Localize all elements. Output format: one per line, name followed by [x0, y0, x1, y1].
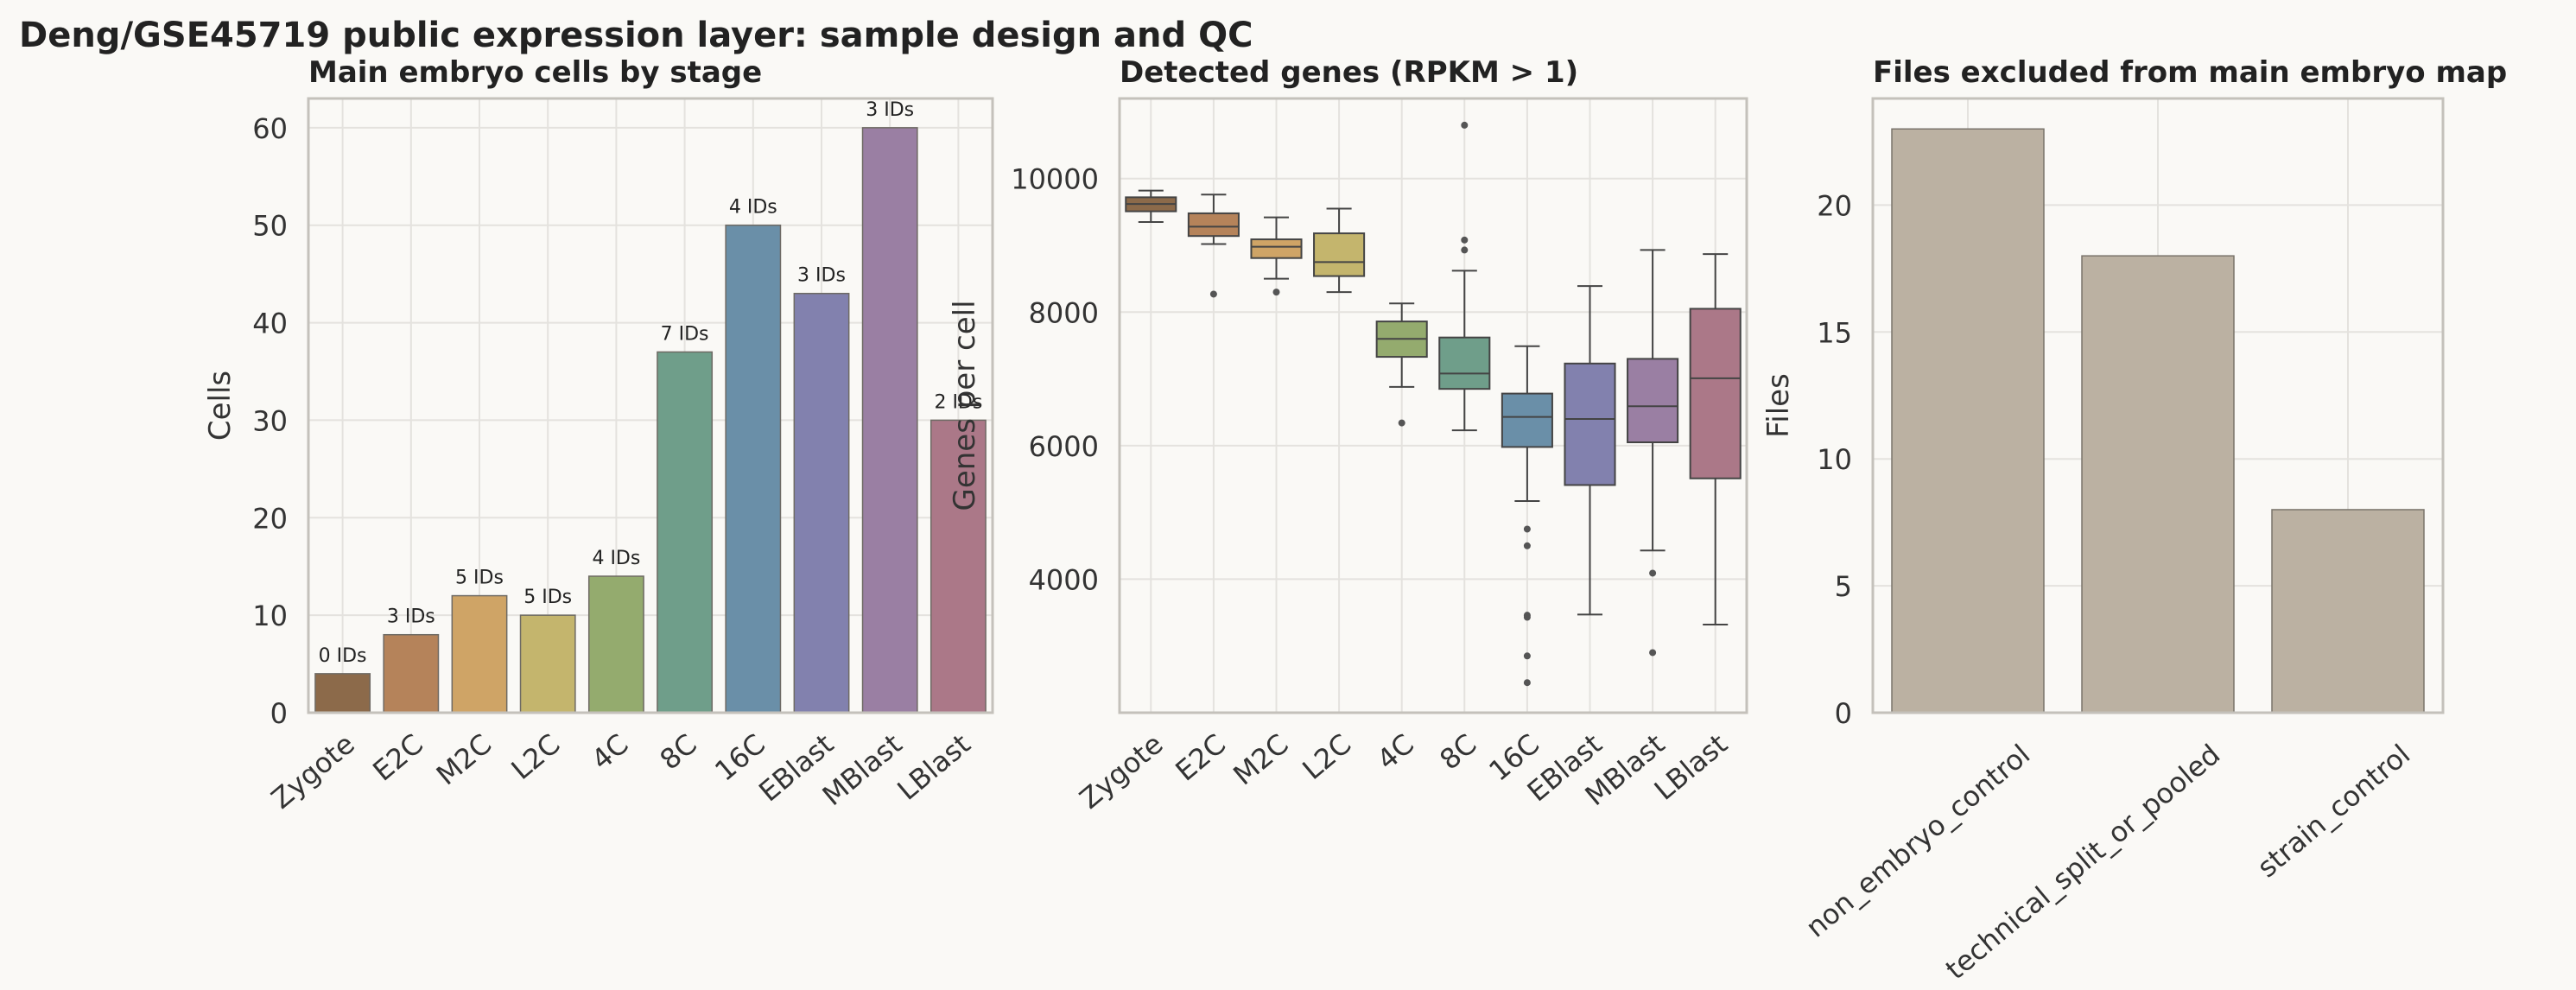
genes-outlier [1523, 525, 1531, 533]
stage-chart-ytick-label: 60 [252, 112, 288, 145]
genes-outlier [1398, 419, 1405, 427]
stage-chart-ytick-label: 0 [270, 697, 288, 730]
genes-outlier [1649, 649, 1657, 657]
excluded-bar [2271, 509, 2425, 714]
genes-box [1438, 121, 1491, 432]
excluded-chart-ylabel: Files [1761, 373, 1796, 438]
stage-chart-title: Main embryo cells by stage [308, 55, 762, 90]
excluded-chart-ytick-label: 15 [1817, 316, 1852, 349]
stage-bar [725, 224, 782, 714]
stage-bar [930, 419, 987, 714]
genes-outlier [1523, 613, 1531, 621]
genes-chart-ytick-label: 10000 [1011, 163, 1099, 196]
excluded-chart-ytick-label: 20 [1817, 189, 1852, 222]
genes-box [1564, 285, 1616, 616]
detected-genes-boxplot: Detected genes (RPKM > 1) 4000 6000 8000 10… [948, 55, 1748, 815]
stage-bar [314, 673, 371, 714]
stage-chart-xtick-label: MBlast [816, 727, 909, 812]
excluded-chart-xtick-label: strain_control [2251, 738, 2416, 884]
stage-chart-xtick-label: LBlast [891, 727, 976, 807]
stage-chart-ylabel: Cells [203, 371, 238, 441]
stage-chart-xtick-label: L2C [505, 727, 567, 786]
excluded-chart-ytick-label: 10 [1817, 443, 1852, 476]
stage-chart-xtick-label: M2C [430, 727, 498, 791]
stage-chart-xtick-label: E2C [366, 727, 429, 788]
stage-chart-ytick-label: 20 [252, 502, 288, 535]
stage-chart-xtick-label: 4C [585, 727, 634, 777]
genes-outlier [1461, 121, 1469, 129]
excluded-bar [2081, 255, 2235, 714]
genes-chart-xtick-label: L2C [1296, 727, 1357, 786]
stage-bar [587, 575, 644, 714]
stage-bar-id-label: 5 IDs [523, 587, 572, 608]
genes-chart-xtick-label: M2C [1227, 727, 1294, 791]
stage-bar [383, 633, 440, 714]
stage-bar [657, 351, 714, 714]
genes-chart-ytick-label: 4000 [1029, 563, 1099, 596]
genes-box [1501, 345, 1553, 687]
stage-chart-xtick-label: Zygote [265, 727, 361, 815]
genes-chart-title: Detected genes (RPKM > 1) [1120, 55, 1578, 90]
stage-chart-bars: 0 IDs 3 IDs 5 IDs 5 IDs 4 IDs 7 IDs 4 IDs 3 IDs… [314, 99, 987, 714]
genes-outlier [1523, 542, 1531, 549]
excluded-chart-frame [1871, 97, 2445, 714]
genes-box [1627, 249, 1679, 657]
stage-chart-ytick-label: 50 [252, 210, 288, 243]
stage-bar-id-label: 3 IDs [387, 606, 435, 628]
genes-chart-ytick-label: 8000 [1029, 296, 1099, 329]
stage-bar-id-label: 3 IDs [797, 265, 846, 287]
stage-chart-ytick-label: 30 [252, 404, 288, 437]
genes-chart-xtick-label: 4C [1371, 727, 1420, 777]
genes-chart-xtick-label: 8C [1433, 727, 1482, 777]
genes-chart-xtick-label: LBlast [1648, 727, 1734, 807]
stage-chart-ytick-label: 10 [252, 600, 288, 632]
stage-bar-id-label: 4 IDs [729, 197, 777, 219]
genes-box [1187, 194, 1240, 298]
stage-bar [861, 127, 918, 714]
stage-bar [793, 292, 850, 714]
stage-bar-id-label: 7 IDs [661, 323, 709, 345]
stage-bar-id-label: 2 IDs [934, 391, 982, 413]
stage-bar-id-label: 5 IDs [455, 568, 504, 589]
stage-bar-id-label: 4 IDs [592, 548, 640, 569]
genes-box [1689, 253, 1742, 625]
stage-bar-chart: Main embryo cells by stage 0 IDs 3 IDs 5 I… [203, 55, 994, 815]
genes-box [1250, 216, 1303, 296]
stage-chart-xtick-label: 8C [654, 727, 703, 777]
genes-chart-ylabel: Genes per cell [948, 300, 982, 511]
excluded-bar [1891, 128, 2045, 714]
genes-outlier [1461, 236, 1469, 244]
genes-chart-xtick-label: Zygote [1073, 727, 1169, 815]
stage-chart-frame [307, 97, 994, 714]
genes-chart-boxes [1125, 121, 1742, 687]
excluded-chart-bars [1891, 128, 2425, 714]
genes-box [1375, 302, 1428, 427]
excluded-chart-ytick-label: 5 [1835, 570, 1852, 603]
genes-outlier [1523, 652, 1531, 660]
genes-outlier [1209, 290, 1217, 298]
genes-chart-ytick-label: 6000 [1029, 430, 1099, 463]
excluded-chart-title: Files excluded from main embryo map [1873, 55, 2507, 90]
stage-bar-id-label: 0 IDs [319, 645, 367, 667]
genes-outlier [1523, 679, 1531, 687]
genes-outlier [1649, 569, 1657, 577]
stage-bar [451, 594, 508, 714]
genes-chart-frame [1118, 97, 1748, 714]
figure-title: Deng/GSE45719 public expression layer: s… [19, 16, 1253, 55]
excluded-chart-ytick-label: 0 [1835, 697, 1852, 730]
genes-outlier [1461, 246, 1469, 254]
excluded-files-bar-chart: Files excluded from main embryo map 0 5 10… [1761, 55, 2507, 986]
genes-outlier [1272, 289, 1280, 296]
stage-chart-ytick-label: 40 [252, 308, 288, 340]
stage-bar-id-label: 3 IDs [866, 99, 914, 121]
genes-box [1313, 207, 1366, 294]
genes-chart-xtick-label: E2C [1169, 727, 1232, 788]
stage-bar [519, 614, 576, 714]
genes-box [1125, 189, 1177, 223]
